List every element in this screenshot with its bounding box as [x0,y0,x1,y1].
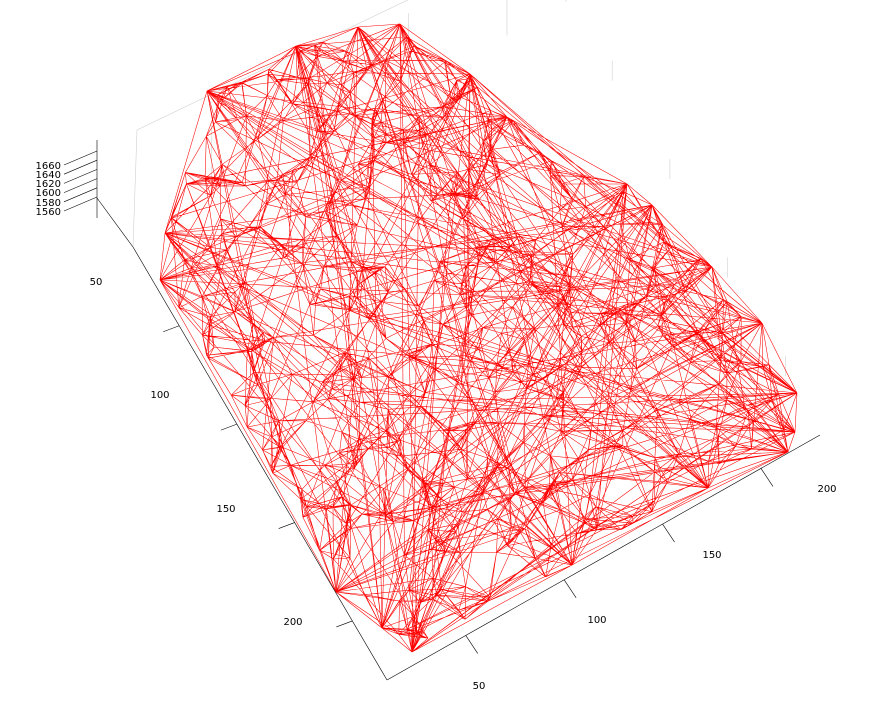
z-tick-mark-1 [63,187,98,203]
y-tick-mark-0 [163,325,180,333]
x-tick-mark-3 [760,468,774,487]
back-wall-outline [132,0,567,248]
x-axis-ticks: 50 100 150 200 [473,484,837,692]
z-tick-label-1660: 1660 [36,161,61,172]
z-tick-label-1640: 1640 [36,170,61,181]
z-axis-ticks: 1560 1580 1600 1620 1640 1660 [36,161,61,218]
y-tick-label-100: 100 [150,390,169,401]
y-tick-label-200: 200 [283,617,302,628]
z-tick-label-1560: 1560 [36,207,61,218]
z-tick-label-1580: 1580 [36,198,61,209]
x-axis-line [386,434,821,681]
z-tick-label-1620: 1620 [36,179,61,190]
x-tick-mark-1 [563,579,577,598]
y-tick-label-50: 50 [90,277,103,288]
z-base-line [96,197,134,248]
y-tick-mark-3 [336,620,353,628]
y-axis-line [132,246,388,681]
y-tick-mark-2 [278,522,295,529]
y-tick-label-150: 150 [216,504,235,515]
x-tick-label-150: 150 [702,550,721,561]
axes-grid [132,0,786,376]
y-tick-mark-1 [220,423,238,431]
z-tick-label-1600: 1600 [36,188,61,199]
x-tick-mark-0 [465,635,478,654]
mesh-edges [159,23,798,653]
x-tick-label-200: 200 [817,484,836,495]
x-tick-label-50: 50 [473,681,486,692]
z-tick-mark-5 [63,150,98,166]
z-tick-mark-4 [63,159,98,175]
y-axis-ticks: 50 100 150 200 [90,277,303,628]
axes-frame [63,140,821,681]
triangulated-mesh [159,23,798,653]
z-tick-mark-2 [63,178,98,193]
z-tick-mark-3 [63,169,98,184]
z-tick-mark-0 [63,196,98,212]
x-tick-label-100: 100 [587,615,606,626]
x-tick-mark-2 [662,523,675,543]
